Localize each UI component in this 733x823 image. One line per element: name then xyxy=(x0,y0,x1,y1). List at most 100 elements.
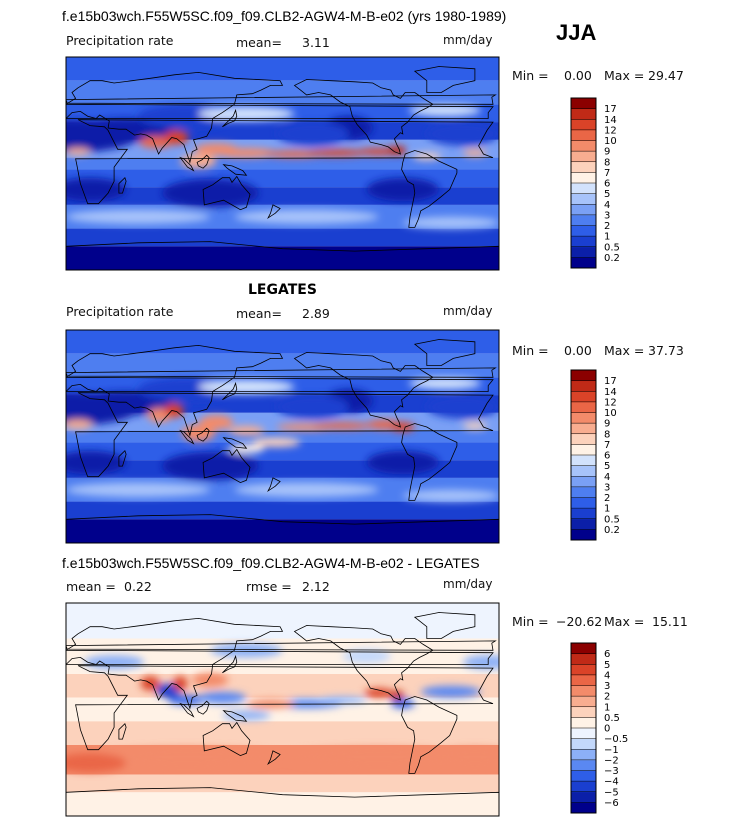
colorbar-tick-label: 2 xyxy=(604,221,610,232)
colorbar-tick-label: 2 xyxy=(604,692,610,703)
colorbar-swatch xyxy=(571,706,596,718)
colorbar-tick-label: 5 xyxy=(604,189,610,200)
colorbar-swatch xyxy=(571,225,596,237)
colorbar-swatch xyxy=(571,674,596,686)
colorbar-tick-label: 4 xyxy=(604,200,610,211)
colorbar-tick-label: −5 xyxy=(604,787,619,798)
colorbar-tick-label: 9 xyxy=(604,419,610,430)
panel3-min-label: Min = xyxy=(512,614,549,629)
panel3-mean-value: 0.22 xyxy=(124,579,152,594)
colorbar-swatch xyxy=(571,455,596,467)
panel2-title: LEGATES xyxy=(248,282,317,298)
colorbar-tick-label: 8 xyxy=(604,429,610,440)
panel1-mean-label: mean= xyxy=(236,35,282,50)
colorbar-swatch xyxy=(571,98,596,110)
colorbar-swatch xyxy=(571,412,596,424)
panel3-min-value: −20.62 xyxy=(556,614,603,629)
colorbar-swatch xyxy=(571,476,596,488)
colorbar-swatch xyxy=(571,108,596,120)
colorbar-tick-label: 0.5 xyxy=(604,713,620,724)
colorbar-tick-label: −1 xyxy=(604,745,619,756)
map-frame-1 xyxy=(65,56,500,271)
colorbar-tick-label: 10 xyxy=(604,408,617,419)
colorbar-swatch xyxy=(571,204,596,216)
colorbar-tick-label: 1 xyxy=(604,232,610,243)
colorbar-swatch xyxy=(571,257,596,269)
colorbar-tick-label: −0.5 xyxy=(604,734,628,745)
colorbar-swatch xyxy=(571,370,596,382)
colorbar-swatch xyxy=(571,380,596,392)
colorbar-tick-label: −2 xyxy=(604,755,619,766)
map-frame-2 xyxy=(65,329,500,544)
colorbar-tick-label: 0.5 xyxy=(604,514,620,525)
colorbar-tick-label: 0 xyxy=(604,724,610,735)
colorbar-swatch xyxy=(571,129,596,141)
panel3-title: f.e15b03wch.F55W5SC.f09_f09.CLB2-AGW4-M-… xyxy=(62,555,480,571)
colorbar-swatch xyxy=(571,236,596,248)
coastlines-3 xyxy=(66,612,499,816)
colorbar-swatch xyxy=(571,508,596,520)
panel2-min-label: Min = xyxy=(512,343,549,358)
colorbar-swatch xyxy=(571,643,596,655)
colorbar-swatch xyxy=(571,664,596,676)
colorbar-swatch xyxy=(571,193,596,205)
case-title: f.e15b03wch.F55W5SC.f09_f09.CLB2-AGW4-M-… xyxy=(62,8,507,24)
coastlines-1 xyxy=(66,66,499,270)
panel3-mean-label: mean = xyxy=(66,579,116,594)
colorbar-swatch xyxy=(571,161,596,173)
panel1-min-value: 0.00 xyxy=(564,68,592,83)
colorbar-tick-label: 0.2 xyxy=(604,253,620,264)
colorbar-swatch xyxy=(571,738,596,750)
colorbar-swatch xyxy=(571,151,596,163)
colorbar-swatch xyxy=(571,717,596,729)
colorbar-tick-label: 9 xyxy=(604,147,610,158)
map-panel-2 xyxy=(65,329,500,544)
colorbar-swatch xyxy=(571,433,596,445)
colorbar-tick-label: 1 xyxy=(604,504,610,515)
colorbar-tick-label: 3 xyxy=(604,482,610,493)
colorbar-swatch xyxy=(571,401,596,413)
colorbar-swatch xyxy=(571,497,596,509)
colorbar-swatch xyxy=(571,749,596,761)
colorbar-tick-label: −3 xyxy=(604,766,619,777)
colorbar-swatch xyxy=(571,791,596,803)
colorbar-swatch xyxy=(571,140,596,152)
colorbar-swatch xyxy=(571,770,596,782)
colorbar-tick-label: 3 xyxy=(604,681,610,692)
colorbar-tick-label: 1 xyxy=(604,702,610,713)
colorbar-tick-label: 17 xyxy=(604,104,617,115)
panel3-units: mm/day xyxy=(443,577,493,591)
colorbar-swatch xyxy=(571,214,596,226)
colorbar-swatch xyxy=(571,518,596,530)
colorbar-tick-label: 14 xyxy=(604,115,617,126)
panel2-units: mm/day xyxy=(443,304,493,318)
colorbar-swatch xyxy=(571,423,596,435)
colorbar-swatch xyxy=(571,183,596,195)
panel2-mean-value: 2.89 xyxy=(302,306,330,321)
panel1-mean-value: 3.11 xyxy=(302,35,330,50)
colorbar-tick-label: 5 xyxy=(604,461,610,472)
colorbar-swatch xyxy=(571,465,596,477)
colorbar-swatch xyxy=(571,119,596,131)
panel3-max-value: 15.11 xyxy=(652,614,688,629)
panel3-rmse-label: rmse = xyxy=(246,579,292,594)
colorbar-tick-label: 4 xyxy=(604,472,610,483)
colorbar-tick-label: 10 xyxy=(604,136,617,147)
season-label: JJA xyxy=(556,20,597,45)
panel1-min-label: Min = xyxy=(512,68,549,83)
colorbar-tick-label: 14 xyxy=(604,387,617,398)
colorbar-tick-label: −4 xyxy=(604,777,619,788)
map-frame-3 xyxy=(65,602,500,817)
colorbar-tick-label: 7 xyxy=(604,168,610,179)
map-panel-1 xyxy=(65,56,500,271)
colorbar-swatch xyxy=(571,172,596,184)
colorbar-swatch xyxy=(571,759,596,771)
colorbar-swatch xyxy=(571,529,596,541)
panel3-max-label: Max = xyxy=(604,614,645,629)
colorbar-tick-label: 3 xyxy=(604,210,610,221)
colorbar-tick-label: 0.2 xyxy=(604,525,620,536)
